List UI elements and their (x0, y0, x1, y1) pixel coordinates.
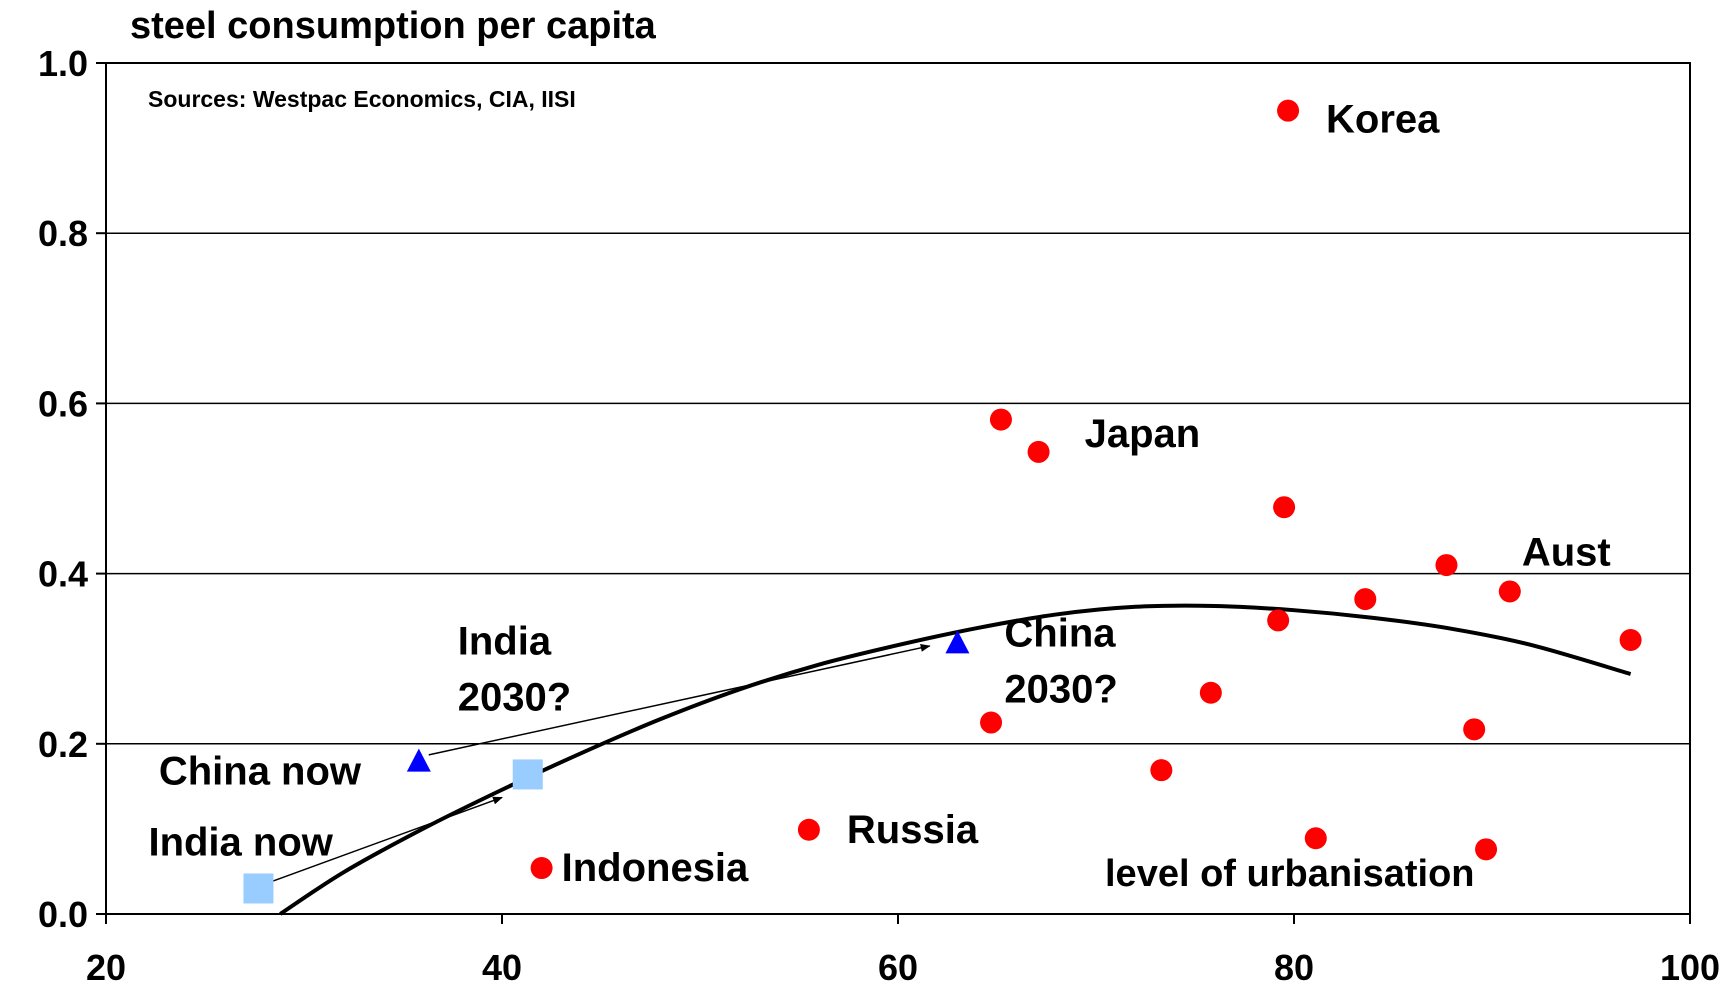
point-label: Japan (1085, 412, 1201, 456)
point-labels: Korea Japan Aust Russia Indonesia China now Ch… (148, 98, 1610, 890)
country-point (1435, 554, 1458, 577)
india-point (243, 873, 274, 904)
point-label: Aust (1522, 530, 1611, 574)
country-point (797, 818, 820, 841)
data-markers (243, 99, 1642, 904)
y-tick-label: 1.0 (38, 43, 88, 84)
country-point (1273, 496, 1296, 519)
country-point (1277, 99, 1300, 122)
x-tick-label: 40 (482, 947, 522, 988)
india-point (512, 759, 543, 790)
point-label: 2030? (458, 675, 571, 719)
country-point (1354, 588, 1377, 611)
country-point (530, 857, 553, 880)
country-point (1150, 759, 1173, 782)
country-point (1619, 628, 1642, 651)
arrows (264, 643, 931, 885)
y-tick-label: 0.4 (38, 554, 88, 595)
point-label: China now (159, 750, 362, 794)
point-label: Korea (1326, 98, 1440, 142)
y-tick-label: 0.6 (38, 383, 88, 424)
china-point (406, 748, 431, 772)
arrow (264, 796, 503, 885)
point-label: India (458, 619, 552, 663)
source-note: Sources: Westpac Economics, CIA, IISI (148, 86, 576, 112)
trend-curve (279, 603, 1632, 916)
country-point (1463, 718, 1486, 741)
x-axis-title: level of urbanisation (1105, 853, 1475, 895)
country-point (1498, 580, 1521, 603)
point-label: Indonesia (562, 846, 749, 890)
point-label: China (1004, 611, 1116, 655)
y-tick-label: 0.2 (38, 724, 88, 765)
country-point (1475, 838, 1498, 861)
point-label: 2030? (1004, 667, 1117, 711)
point-label: Russia (847, 808, 979, 852)
x-tick-label: 20 (86, 947, 126, 988)
y-tick-label: 0.8 (38, 213, 88, 254)
country-point (1304, 827, 1327, 850)
chart-title: steel consumption per capita (130, 5, 657, 47)
point-label: India now (148, 820, 333, 864)
x-tick-label: 80 (1274, 947, 1314, 988)
country-point (989, 408, 1012, 431)
country-point (1267, 609, 1290, 632)
y-tick-label: 0.0 (38, 894, 88, 935)
country-point (980, 711, 1003, 734)
x-tick-label: 100 (1660, 947, 1720, 988)
country-point (1027, 440, 1050, 463)
arrow (428, 643, 931, 756)
china-point (945, 630, 970, 654)
x-tick-label: 60 (878, 947, 918, 988)
country-point (1199, 681, 1222, 704)
axes: 0.0 0.2 0.4 0.6 0.8 1.0 20 40 60 80 100 (38, 43, 1720, 988)
gridlines (106, 232, 1690, 745)
